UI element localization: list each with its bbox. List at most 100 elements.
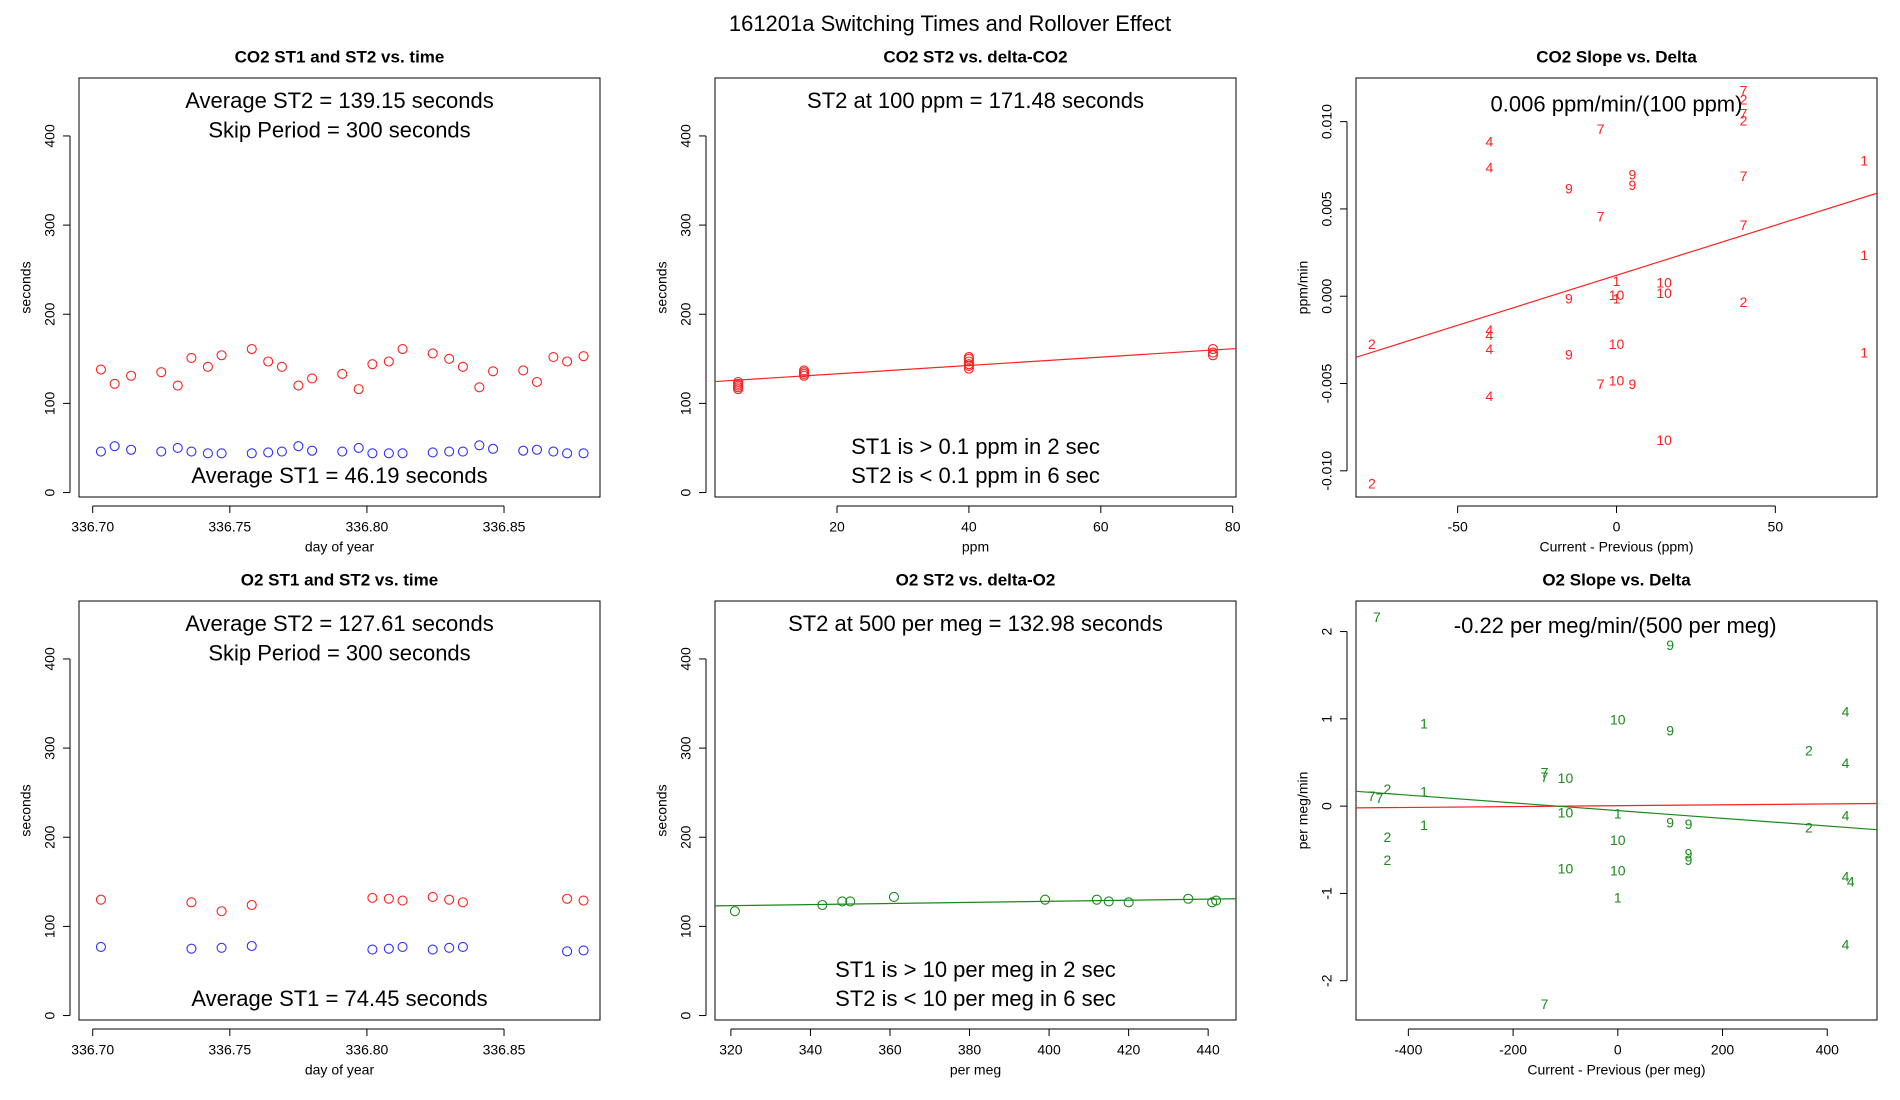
data-point-label: 10 [1558,805,1574,821]
x-axis-label: day of year [305,539,375,555]
data-point-label: 9 [1565,290,1573,306]
y-tick-label: 0.000 [1319,279,1335,314]
data-point [518,445,529,456]
data-point-label: 9 [1666,637,1674,653]
chart-o2-st2-delta: O2 ST2 vs. delta-O2 320 340 360 380 400 420 440… [654,570,1237,1078]
data-point [963,356,974,367]
regression-line [715,347,1236,383]
data-point [837,896,848,907]
x-tick-label: 340 [799,1042,823,1058]
data-point-label: 9 [1628,376,1636,392]
data-point-label: 2 [1805,743,1813,759]
data-point-label: 10 [1656,285,1672,301]
data-point [444,894,455,905]
data-point-label: 4 [1486,159,1494,175]
data-point [457,897,468,908]
data-point [1040,894,1051,905]
data-point-label: 1 [1613,273,1621,289]
y-tick-label: -2 [1319,974,1335,987]
y-axis: 0 100 200 300 400 seconds [18,647,71,1019]
x-tick-label: 336.75 [208,519,251,535]
x-axis: 20 40 60 80 ppm [829,505,1241,555]
annotation: ST2 at 100 ppm = 171.48 seconds [807,88,1144,113]
x-axis: 336.70 336.75 336.80 336.85 day of year [71,505,526,555]
data-point [562,946,573,957]
data-point [383,356,394,367]
data-point [1207,343,1218,355]
data-point [246,343,257,355]
x-tick-label: 320 [719,1042,743,1058]
x-tick-label: 336.75 [208,1042,251,1058]
data-point [888,891,900,903]
data-point [444,942,455,953]
y-tick-label: 0.010 [1319,104,1335,139]
data-point-label: 1 [1420,716,1428,732]
data-point [126,370,137,381]
data-point-label: 9 [1685,852,1693,868]
plot-area [715,343,1236,395]
y-tick-label: 100 [678,915,694,939]
data-point [397,941,408,952]
y-tick-label: 100 [42,915,58,939]
data-point [216,448,227,459]
y-tick-label: -1 [1319,887,1335,900]
x-tick-label: 336.70 [71,1042,114,1058]
x-tick-label: 40 [961,519,977,535]
x-axis: 336.70 336.75 336.80 336.85 day of year [71,1028,526,1078]
data-point-label: 9 [1685,846,1693,862]
data-point-label: 10 [1558,770,1574,786]
x-tick-label: 336.85 [483,519,526,535]
x-axis-label: Current - Previous (ppm) [1539,539,1693,555]
data-point-label: 10 [1609,372,1625,388]
data-point [109,441,120,452]
data-point-label: 4 [1486,322,1494,338]
data-point [276,446,287,457]
data-point [562,893,573,904]
data-point-label: 10 [1609,287,1625,303]
data-point [444,446,455,457]
x-tick-label: 440 [1196,1042,1220,1058]
x-axis-label: Current - Previous (per meg) [1527,1062,1705,1078]
y-tick-label: 300 [42,213,58,237]
data-point [474,440,485,451]
data-point [1207,350,1218,361]
data-point-label: 1 [1614,806,1622,822]
data-point-label: 4 [1842,755,1850,771]
y-axis-label: per meg/min [1295,772,1311,850]
data-point-label: 2 [1384,852,1392,868]
data-point [293,441,304,452]
data-point [156,367,167,378]
data-point [427,348,438,359]
data-point [427,447,438,458]
data-point-label: 4 [1486,341,1494,357]
regression-line [1356,192,1877,358]
data-point-label: 10 [1656,275,1672,291]
data-point-label: 1 [1613,290,1621,306]
data-point-label: 1 [1420,817,1428,833]
data-point [531,444,542,455]
regression-line [1356,802,1877,809]
plot-area [95,891,589,957]
x-axis-label: per meg [950,1062,1001,1078]
chart-title: CO2 Slope vs. Delta [1536,47,1697,66]
data-point-label: 9 [1628,166,1636,182]
figure-title: 161201a Switching Times and Rollover Eff… [729,11,1171,36]
data-point-label: 4 [1486,133,1494,149]
data-point-label: 10 [1610,711,1626,727]
data-point-label: 7 [1541,765,1549,781]
y-tick-label: 0 [42,488,58,496]
data-point [353,384,364,395]
annotation: ST1 is > 10 per meg in 2 sec [835,957,1116,982]
data-point [1183,893,1194,904]
data-point [578,945,589,956]
data-point [397,343,408,355]
data-point [276,361,287,372]
data-point [963,363,974,374]
chart-o2-time: O2 ST1 and ST2 vs. time 336.70 336.75 336.8… [18,570,601,1078]
data-point-label: 7 [1368,788,1376,804]
data-point [202,361,213,372]
y-axis-label: seconds [18,261,34,313]
x-tick-label: 0 [1613,519,1621,535]
